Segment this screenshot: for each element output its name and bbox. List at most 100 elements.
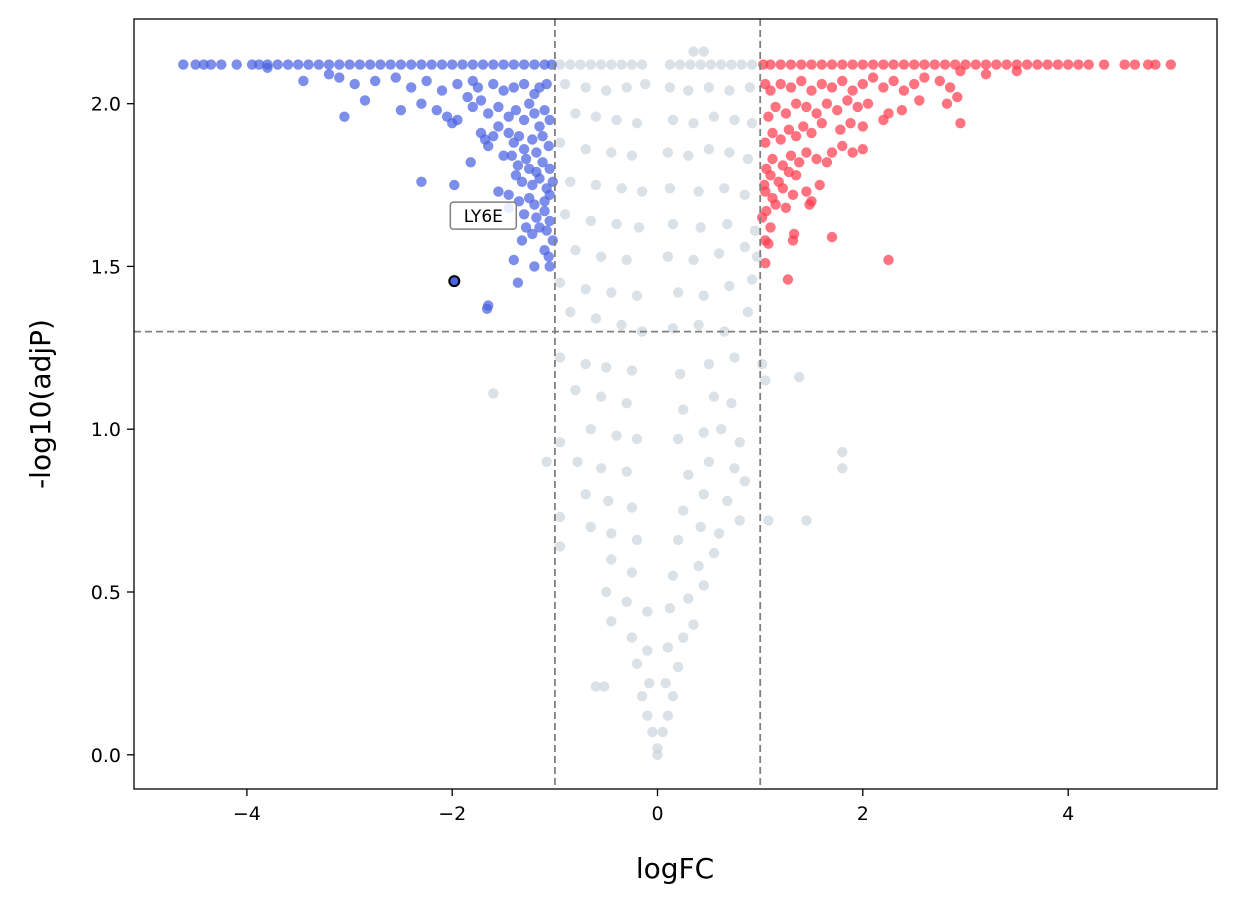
down-point [518,78,530,90]
ns-point [570,108,581,119]
down-point [483,108,494,119]
up-point [796,75,807,87]
up-point [798,121,809,132]
up-point [821,157,833,168]
ns-point [626,59,638,70]
ns-point [616,59,627,70]
up-point [777,183,788,194]
down-point [416,176,427,187]
up-point [837,140,848,152]
down-point [510,170,522,181]
up-point [760,258,771,269]
ns-point [708,391,720,402]
down-point [544,114,555,126]
up-point [816,59,827,70]
down-point [544,189,555,200]
down-point [475,95,487,106]
ns-point [698,290,709,301]
down-point [520,153,532,165]
up-point [939,59,951,70]
down-point [498,85,509,96]
down-point [483,140,494,152]
ns-point [570,245,581,256]
ns-point [729,463,740,474]
down-point [436,85,448,96]
down-point [298,75,309,87]
down-point [452,78,463,90]
plot-frame [133,18,1218,790]
x-tick-label: 0 [651,803,663,825]
ns-point [716,424,727,435]
up-point [760,186,771,197]
ns-point [603,495,614,507]
down-point [364,59,376,70]
ns-point [837,463,848,474]
ns-point [683,85,694,96]
up-point [837,59,848,70]
up-point [787,189,799,200]
ns-point [667,570,679,581]
up-point [991,59,1002,70]
up-point [847,59,858,70]
ns-point [695,222,706,233]
down-point [512,160,524,171]
up-point [909,59,920,70]
ns-point [683,150,694,161]
ns-point [703,456,715,467]
down-point [303,59,314,70]
up-point [1001,59,1012,70]
up-point [832,105,843,116]
ns-point [688,118,699,129]
x-tick-label: 4 [1062,803,1074,825]
down-point [416,59,427,70]
ns-point [667,114,679,126]
ns-point [559,209,571,220]
up-point [1063,59,1074,70]
ns-point [488,388,499,399]
ns-point [742,153,754,165]
ns-point [739,476,750,487]
up-point [1083,59,1094,70]
down-point [216,59,227,70]
ns-point [672,433,684,445]
ns-point [672,661,684,673]
ns-point [590,681,602,692]
up-point [785,59,797,70]
up-point [857,121,868,132]
up-point [806,85,817,96]
down-point [543,140,554,152]
down-point [385,59,396,70]
down-point [481,303,493,314]
ns-point [590,111,602,122]
x-tick-label: −4 [233,803,261,825]
down-point [506,150,517,161]
up-point [757,212,768,223]
ns-point [642,606,653,617]
ns-point [595,59,607,70]
ns-point [631,433,643,445]
down-point [534,121,545,132]
up-point [919,59,930,70]
down-point [518,144,530,155]
up-point [767,153,778,165]
down-point [531,147,542,158]
down-point [513,131,525,142]
ns-point [688,254,699,266]
ns-point [554,541,566,552]
up-point [801,147,812,158]
ns-point [685,59,696,70]
down-point [541,78,552,90]
up-point [763,238,774,249]
up-point [1032,59,1043,70]
ns-point [580,358,591,370]
ns-point [621,82,632,93]
down-point [508,254,519,266]
ns-point [705,59,717,70]
down-point [462,91,473,103]
down-point [508,59,519,70]
ns-point [698,46,709,57]
down-point [452,114,463,126]
down-point [516,176,528,187]
ns-point [746,274,758,285]
ns-point [554,511,566,523]
